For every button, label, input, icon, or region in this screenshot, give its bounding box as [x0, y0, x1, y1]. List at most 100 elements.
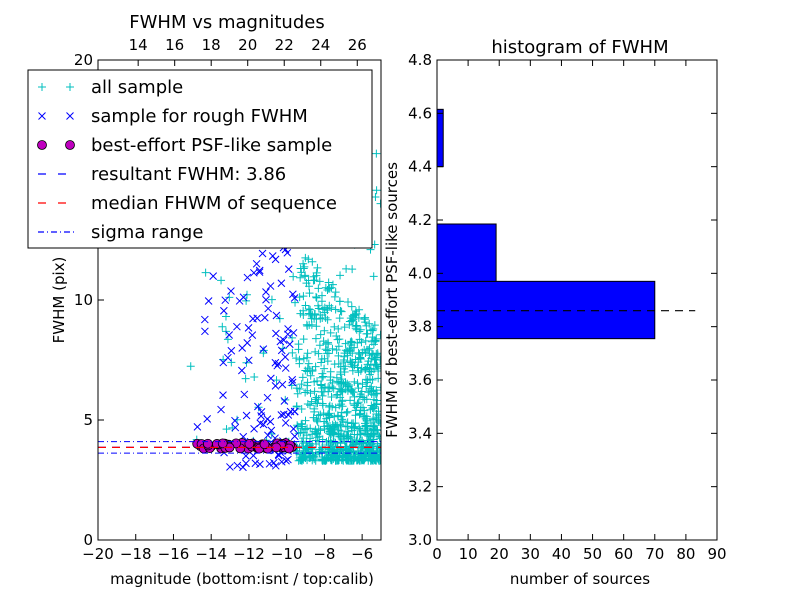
plus-point	[301, 301, 310, 310]
plus-point	[369, 414, 378, 423]
x-point	[279, 336, 288, 345]
plus-point	[319, 409, 328, 418]
x-point	[233, 461, 242, 470]
plus-point	[367, 390, 376, 399]
top-x-tick-label: 24	[311, 36, 330, 54]
plus-point	[312, 293, 321, 302]
x-point	[237, 366, 246, 375]
plus-point	[306, 424, 315, 433]
plus-point	[376, 444, 381, 453]
plus-point	[345, 317, 354, 326]
x-tick-label: 60	[614, 545, 633, 563]
x-point	[231, 416, 239, 425]
circle-point	[284, 443, 294, 454]
x-point	[38, 112, 46, 120]
plus-point	[362, 321, 371, 330]
x-point	[244, 323, 253, 332]
plus-point	[318, 456, 327, 465]
plus-point	[299, 335, 308, 344]
plus-point	[362, 395, 371, 404]
plus-point	[361, 365, 370, 374]
plus-point	[351, 324, 360, 333]
plus-point	[336, 306, 345, 315]
plus-point	[346, 442, 355, 451]
x-point	[231, 423, 240, 432]
x-point	[257, 408, 266, 416]
x-tick-label: 40	[552, 545, 571, 563]
plus-point	[201, 268, 210, 277]
y-tick-label: 3.6	[408, 371, 432, 389]
plus-point	[339, 358, 348, 367]
x-point	[286, 407, 295, 416]
x-point	[221, 296, 230, 305]
plus-point	[323, 315, 332, 324]
x-point	[289, 328, 298, 337]
plus-point	[310, 407, 319, 416]
plus-point	[326, 373, 335, 382]
plus-point	[322, 414, 331, 423]
left-x-axis-label: magnitude (bottom:isnt / top:calib)	[110, 570, 374, 588]
plus-point	[303, 381, 312, 390]
x-tick-label: −16	[158, 545, 190, 563]
plus-point	[337, 307, 346, 316]
x-point	[280, 397, 289, 405]
plus-point	[331, 288, 340, 297]
plus-point	[298, 442, 307, 451]
x-point	[273, 361, 282, 370]
x-point	[281, 419, 290, 427]
left-data-points	[186, 103, 381, 472]
plus-point	[369, 404, 378, 413]
plus-point	[311, 334, 320, 343]
plus-point	[316, 380, 325, 389]
plus-point	[355, 424, 364, 433]
plus-point	[288, 333, 297, 342]
x-point	[258, 249, 267, 258]
plus-point	[339, 417, 348, 426]
plus-point	[299, 292, 308, 301]
plus-point	[330, 322, 339, 331]
plus-point	[364, 388, 373, 397]
histogram-bars	[436, 108, 656, 340]
plus-point	[343, 418, 352, 427]
plus-point	[314, 284, 323, 293]
x-point	[272, 329, 280, 338]
x-point	[219, 391, 227, 399]
plus-point	[324, 284, 333, 293]
plus-point	[349, 423, 358, 432]
x-tick-label: 10	[459, 545, 478, 563]
top-x-tick-label: 26	[348, 36, 367, 54]
plus-point	[242, 296, 251, 305]
x-point	[251, 459, 260, 468]
plus-point	[294, 456, 303, 465]
legend-label: median FHWM of sequence	[91, 193, 337, 214]
x-point	[277, 411, 286, 419]
plus-point	[354, 384, 363, 393]
plus-point	[288, 348, 297, 357]
plus-point	[302, 431, 311, 440]
x-tick-label: 0	[432, 545, 442, 563]
histogram-bar	[436, 108, 444, 168]
plus-point	[312, 292, 321, 301]
x-point	[239, 463, 247, 472]
plus-point	[327, 392, 336, 401]
plus-point	[272, 376, 281, 385]
plus-point	[337, 421, 346, 430]
legend: all sample sample for rough FWHM best-effo…	[27, 69, 373, 249]
plus-point	[222, 425, 231, 434]
x-point	[204, 297, 213, 305]
x-point	[219, 358, 228, 367]
x-point	[263, 415, 272, 423]
x-point	[263, 393, 272, 402]
y-tick-label: 5	[83, 411, 93, 429]
plus-point	[372, 149, 381, 158]
x-point	[259, 420, 268, 429]
x-point	[266, 282, 275, 290]
plus-point	[350, 401, 359, 410]
plus-point	[343, 381, 352, 390]
x-tick-label: 50	[583, 545, 602, 563]
plus-point	[335, 401, 344, 410]
plus-point	[243, 290, 252, 299]
y-tick-label: 4.8	[408, 51, 432, 69]
x-point	[220, 306, 228, 315]
x-point	[243, 273, 252, 282]
